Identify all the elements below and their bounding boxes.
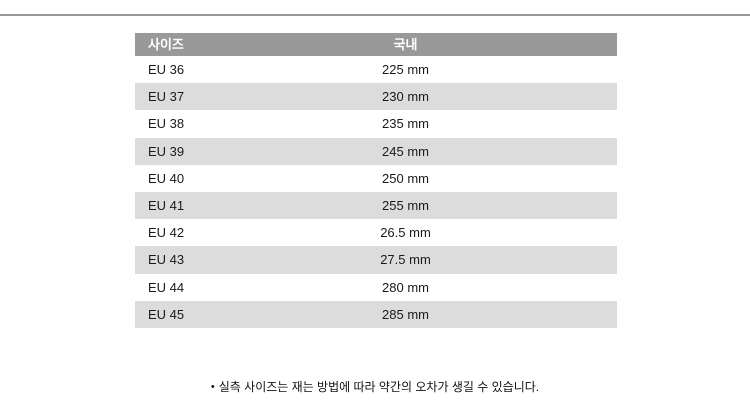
measurement-cell: 285 mm xyxy=(382,306,429,322)
measurement-cell: 27.5 mm xyxy=(380,252,431,268)
size-cell: EU 38 xyxy=(148,116,185,132)
top-divider-rule xyxy=(0,14,750,16)
table-row: EU 36 225 mm xyxy=(135,56,617,84)
table-row: EU 41 255 mm xyxy=(135,191,617,220)
table-row: EU 44 280 mm xyxy=(135,273,617,301)
table-row: EU 37 230 mm xyxy=(135,83,617,111)
footnote: • 실측 사이즈는 재는 방법에 따라 약간의 오차가 생길 수 있습니다. xyxy=(0,379,750,395)
table-header-row: 사이즈 국내 xyxy=(135,33,617,56)
size-cell: EU 40 xyxy=(148,170,185,186)
size-cell: EU 43 xyxy=(148,252,185,268)
table-row: EU 45 285 mm xyxy=(135,300,617,328)
table-row: EU 39 245 mm xyxy=(135,137,617,165)
table-row: EU 42 26.5 mm xyxy=(135,219,617,247)
measurement-cell: 225 mm xyxy=(382,62,429,77)
table-row: EU 38 235 mm xyxy=(135,110,617,138)
table-body: EU 36 225 mm EU 37 230 mm EU 38 235 mm EU 39 24… xyxy=(135,56,617,328)
size-cell: EU 36 xyxy=(148,62,185,77)
size-cell: EU 39 xyxy=(148,143,185,159)
measurement-cell: 230 mm xyxy=(382,89,429,105)
column-header-size: 사이즈 xyxy=(148,37,184,52)
size-cell: EU 41 xyxy=(148,197,185,213)
measurement-cell: 250 mm xyxy=(382,170,429,186)
size-cell: EU 45 xyxy=(148,306,185,322)
size-cell: EU 37 xyxy=(148,89,185,105)
measurement-cell: 26.5 mm xyxy=(380,225,431,241)
size-cell: EU 42 xyxy=(148,225,185,241)
measurement-cell: 280 mm xyxy=(382,279,429,295)
footnote-bullet-icon: • xyxy=(210,381,215,393)
measurement-cell: 245 mm xyxy=(382,143,429,159)
table-row: EU 40 250 mm xyxy=(135,164,617,192)
size-chart-table: 사이즈 국내 EU 36 225 mm EU 37 230 mm EU 38 235 mm… xyxy=(135,33,617,328)
measurement-cell: 255 mm xyxy=(382,197,429,213)
size-cell: EU 44 xyxy=(148,279,185,295)
measurement-cell: 235 mm xyxy=(382,116,429,132)
column-header-domestic: 국내 xyxy=(393,37,418,52)
footnote-text: 실측 사이즈는 재는 방법에 따라 약간의 오차가 생길 수 있습니다. xyxy=(218,380,540,394)
table-row: EU 43 27.5 mm xyxy=(135,246,617,274)
